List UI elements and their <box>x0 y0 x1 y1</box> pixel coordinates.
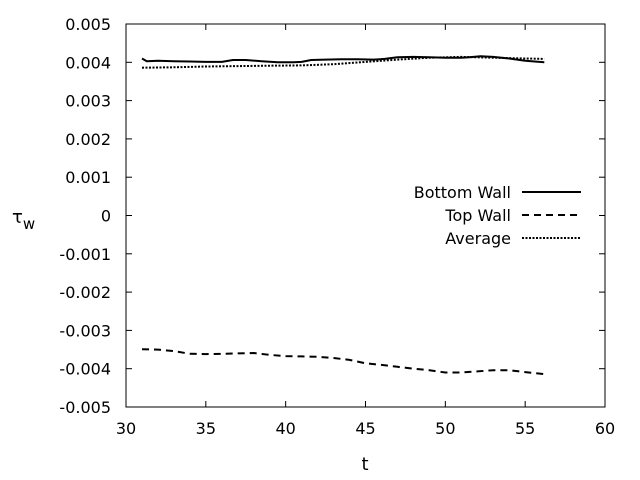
legend: Bottom Wall Top Wall Average <box>414 183 581 248</box>
x-tick-label: 40 <box>275 419 295 438</box>
y-tick-label: -0.003 <box>59 321 111 340</box>
y-tick-label: -0.002 <box>59 283 111 302</box>
y-axis-title-subscript: w <box>23 215 35 233</box>
y-tick-label: 0.004 <box>65 53 111 72</box>
legend-label-bottom-wall: Bottom Wall <box>414 183 511 202</box>
x-tick-label: 45 <box>355 419 375 438</box>
series-line-bottom-wall <box>141 55 545 64</box>
x-tick-label: 30 <box>116 419 136 438</box>
y-tick-label: -0.001 <box>59 245 111 264</box>
y-tick-label: 0 <box>101 207 111 226</box>
y-tick-label: -0.005 <box>59 398 111 417</box>
legend-label-average: Average <box>445 229 511 248</box>
axis-tick-labels: 30 35 40 45 50 55 60 -0.005 -0.004 -0.003 -0.002 -0… <box>59 15 615 438</box>
series-line-average <box>141 55 545 69</box>
x-tick-label: 35 <box>196 419 216 438</box>
x-tick-label: 60 <box>595 419 615 438</box>
series-line-top-wall <box>141 348 545 376</box>
y-tick-label: 0.002 <box>65 130 111 149</box>
y-tick-label: -0.004 <box>59 360 111 379</box>
axis-ticks <box>125 23 606 408</box>
x-axis-title: t <box>361 454 368 475</box>
x-tick-label: 55 <box>515 419 535 438</box>
y-tick-label: 0.005 <box>65 15 111 34</box>
x-tick-label: 50 <box>435 419 455 438</box>
plot-frame <box>125 23 606 408</box>
y-axis-title: τw <box>12 207 35 233</box>
data-series <box>141 55 545 376</box>
y-axis-title-main: τ <box>12 207 23 228</box>
y-tick-label: 0.001 <box>65 168 111 187</box>
y-tick-label: 0.003 <box>65 92 111 111</box>
legend-label-top-wall: Top Wall <box>444 206 511 225</box>
